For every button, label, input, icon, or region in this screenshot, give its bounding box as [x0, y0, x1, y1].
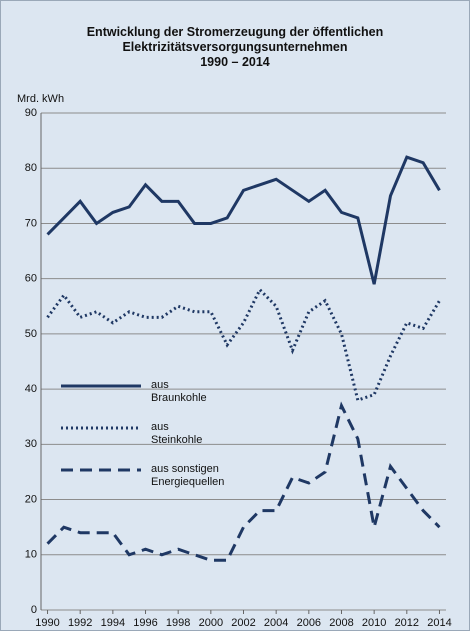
- x-tick-label: 2014: [427, 617, 451, 629]
- y-axis-label: Mrd. kWh: [17, 93, 65, 105]
- x-tick-label: 2002: [231, 617, 255, 629]
- x-tick-label: 2000: [199, 617, 223, 629]
- y-tick-label: 60: [25, 273, 37, 285]
- x-tick-label: 1994: [101, 617, 125, 629]
- x-tick-label: 1996: [133, 617, 157, 629]
- y-tick-label: 20: [25, 493, 37, 505]
- series-line: [46, 287, 441, 403]
- y-tick-label: 90: [25, 107, 37, 119]
- x-tick-label: 2008: [329, 617, 353, 629]
- legend-label: aus Steinkohle: [151, 421, 203, 446]
- y-tick-label: 70: [25, 217, 37, 229]
- chart-title: Entwicklung der Stromerzeugung der öffen…: [86, 25, 384, 69]
- y-tick-label: 30: [25, 438, 37, 450]
- series-line: [46, 155, 441, 285]
- y-tick-label: 0: [31, 604, 37, 616]
- y-tick-label: 40: [25, 383, 37, 395]
- x-tick-label: 2010: [362, 617, 386, 629]
- x-tick-label: 2004: [264, 617, 288, 629]
- x-tick-label: 2012: [395, 617, 419, 629]
- y-tick-label: 80: [25, 162, 37, 174]
- x-tick-label: 2006: [297, 617, 321, 629]
- y-tick-label: 50: [25, 328, 37, 340]
- x-tick-label: 1990: [35, 617, 59, 629]
- x-tick-label: 1992: [68, 617, 92, 629]
- y-tick-label: 10: [25, 549, 37, 561]
- legend-label: aus Braunkohle: [151, 379, 207, 404]
- legend-label: aus sonstigen Energiequellen: [151, 463, 225, 488]
- x-tick-label: 1998: [166, 617, 190, 629]
